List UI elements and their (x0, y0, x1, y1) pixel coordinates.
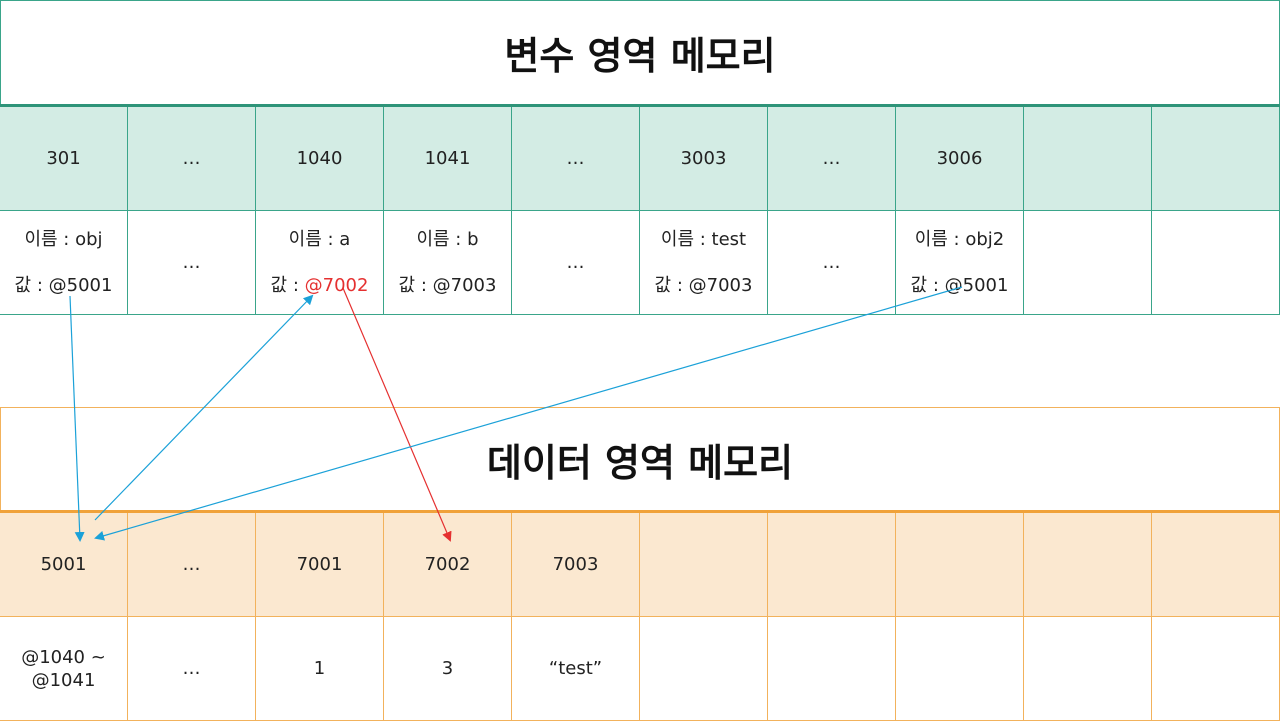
var-value: 값 : @7002 (271, 274, 369, 297)
data-value-cell: … (128, 617, 256, 721)
var-name: 이름 : a (288, 229, 351, 250)
var-address-cell: … (768, 107, 896, 211)
var-value: 값 : @7003 (398, 275, 497, 296)
data-address-cell (896, 513, 1024, 617)
var-content-cell: 이름 : obj 값 : @5001 (0, 211, 128, 315)
data-value-cell (896, 617, 1024, 721)
data-value-cell (1024, 617, 1152, 721)
var-content-cell (1024, 211, 1152, 315)
data-value-cell: “test” (512, 617, 640, 721)
data-value-cell: @1040 ~ @1041 (0, 617, 128, 721)
var-content-cell: … (768, 211, 896, 315)
var-name: 이름 : test (660, 229, 747, 250)
data-value-cell: 3 (384, 617, 512, 721)
data-address-cell (640, 513, 768, 617)
var-name: 이름 : b (416, 229, 479, 250)
var-content-cell (1152, 211, 1280, 315)
variable-area-table: 301 … 1040 1041 … 3003 … 3006 이름 : obj 값… (0, 104, 1280, 315)
var-content-cell: … (128, 211, 256, 315)
variable-area-title: 변수 영역 메모리 (0, 0, 1280, 104)
data-address-cell (768, 513, 896, 617)
data-address-cell: 7001 (256, 513, 384, 617)
var-address-cell: 3003 (640, 107, 768, 211)
data-value-cell (640, 617, 768, 721)
var-address-cell: … (512, 107, 640, 211)
var-content-cell: … (512, 211, 640, 315)
data-address-cell: … (128, 513, 256, 617)
var-address-cell: 1040 (256, 107, 384, 211)
var-value-highlight: @7002 (304, 275, 369, 296)
data-address-cell: 5001 (0, 513, 128, 617)
var-content-cell: 이름 : obj2 값 : @5001 (896, 211, 1024, 315)
data-address-cell (1152, 513, 1280, 617)
var-value: 값 : @5001 (14, 275, 113, 296)
data-address-cell (1024, 513, 1152, 617)
data-address-cell: 7002 (384, 513, 512, 617)
var-address-cell: 301 (0, 107, 128, 211)
var-content-cell: 이름 : test 값 : @7003 (640, 211, 768, 315)
var-value: 값 : @5001 (910, 275, 1009, 296)
var-content-cell: 이름 : b 값 : @7003 (384, 211, 512, 315)
data-value-cell: 1 (256, 617, 384, 721)
var-name: 이름 : obj (24, 229, 103, 250)
var-value: 값 : @7003 (654, 275, 753, 296)
var-address-cell: 1041 (384, 107, 512, 211)
data-area-table: 5001 … 7001 7002 7003 @1040 ~ @1041 … 1 … (0, 510, 1280, 721)
var-address-cell: 3006 (896, 107, 1024, 211)
data-value-cell (768, 617, 896, 721)
var-address-cell (1152, 107, 1280, 211)
var-address-cell (1024, 107, 1152, 211)
var-value-prefix: 값 : (270, 275, 305, 296)
var-content-cell: 이름 : a 값 : @7002 (256, 211, 384, 315)
var-address-cell: … (128, 107, 256, 211)
data-value-cell (1152, 617, 1280, 721)
data-area-title: 데이터 영역 메모리 (0, 407, 1280, 511)
data-address-cell: 7003 (512, 513, 640, 617)
var-name: 이름 : obj2 (914, 229, 1005, 250)
